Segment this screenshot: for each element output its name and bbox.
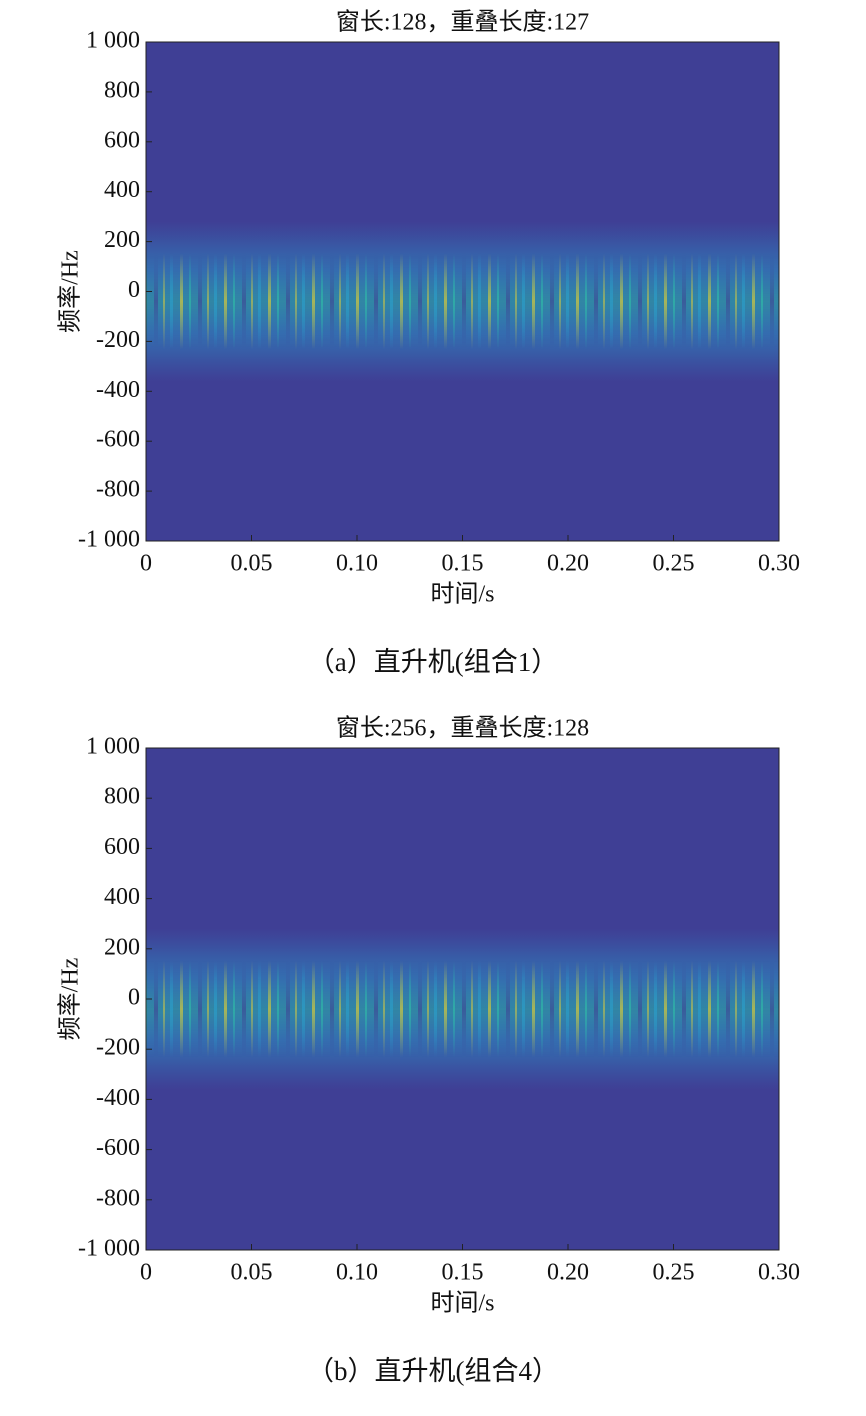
y-tick-label: -600 <box>96 427 140 453</box>
y-tick-label: -800 <box>96 477 140 503</box>
y-tick-label: -400 <box>96 377 140 403</box>
x-tick-label: 0.30 <box>758 551 800 577</box>
y-tick-label: 600 <box>104 834 140 860</box>
y-tick-label: -600 <box>96 1135 140 1161</box>
x-axis-label: 时间/s <box>430 581 494 608</box>
x-tick-label: 0 <box>140 551 152 577</box>
x-tick-label: 0.15 <box>442 1260 484 1286</box>
spectral-streaks <box>146 960 779 1058</box>
y-tick-label: -400 <box>96 1085 140 1111</box>
y-tick-label: 800 <box>104 77 140 103</box>
y-tick-label: 0 <box>128 277 140 303</box>
y-tick-label: 800 <box>104 784 140 810</box>
x-tick-label: 0.10 <box>336 1260 378 1286</box>
y-axis-label: 频率/Hz <box>57 958 84 1041</box>
y-tick-label: -200 <box>96 327 140 353</box>
y-tick-label: 200 <box>104 934 140 960</box>
x-tick-label: 0.20 <box>547 551 589 577</box>
x-tick-label: 0.05 <box>231 1260 273 1286</box>
y-axis-label: 频率/Hz <box>57 250 84 333</box>
caption: （a）直升机(组合1） <box>308 647 558 677</box>
x-tick-label: 0.25 <box>653 551 695 577</box>
chart-title: 窗长:128，重叠长度:127 <box>336 9 589 36</box>
y-tick-label: 600 <box>104 127 140 153</box>
y-tick-label: 400 <box>104 177 140 203</box>
y-tick-label: -1 000 <box>78 527 140 553</box>
y-tick-label: 1 000 <box>86 734 140 760</box>
x-tick-label: 0.15 <box>442 551 484 577</box>
chart-title: 窗长:256，重叠长度:128 <box>336 715 589 742</box>
y-tick-label: -800 <box>96 1185 140 1211</box>
caption: （b）直升机(组合4） <box>307 1356 559 1386</box>
x-axis-label: 时间/s <box>430 1290 494 1317</box>
y-tick-label: -1 000 <box>78 1236 140 1262</box>
x-tick-label: 0.25 <box>653 1260 695 1286</box>
x-tick-label: 0.30 <box>758 1260 800 1286</box>
y-tick-label: 1 000 <box>86 28 140 54</box>
x-tick-label: 0.05 <box>231 551 273 577</box>
y-tick-label: 200 <box>104 227 140 253</box>
y-tick-label: -200 <box>96 1035 140 1061</box>
x-tick-label: 0.20 <box>547 1260 589 1286</box>
y-tick-label: 400 <box>104 884 140 910</box>
y-tick-label: 0 <box>128 985 140 1011</box>
x-tick-label: 0.10 <box>336 551 378 577</box>
x-tick-label: 0 <box>140 1260 152 1286</box>
spectral-streaks <box>146 253 779 350</box>
